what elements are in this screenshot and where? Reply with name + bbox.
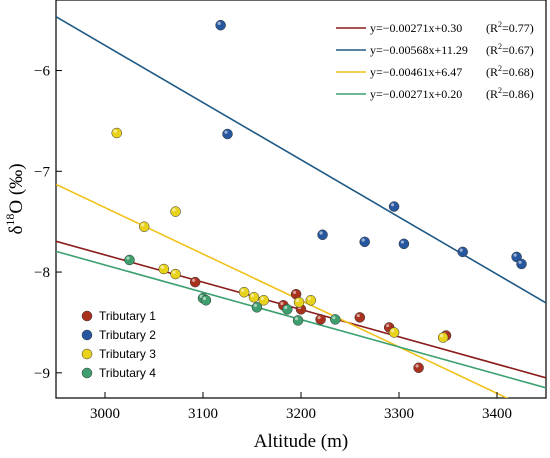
data-point-highlight bbox=[332, 316, 336, 320]
x-tick-label: 3000 bbox=[90, 406, 120, 422]
data-point-highlight bbox=[356, 313, 360, 318]
data-point-highlight bbox=[172, 270, 176, 274]
data-point-highlight bbox=[307, 296, 311, 301]
data-point-highlight bbox=[400, 240, 404, 244]
x-axis-title: Altitude (m) bbox=[254, 431, 348, 452]
fit-legend-label: y=−0.00271x+0.20 bbox=[370, 87, 462, 101]
data-point bbox=[354, 312, 366, 323]
data-point-highlight bbox=[391, 329, 395, 333]
data-point bbox=[457, 246, 468, 258]
y-tick-label: −7 bbox=[34, 164, 50, 180]
data-point bbox=[170, 268, 181, 280]
y-axis-title: δ18O (‰) bbox=[3, 163, 27, 234]
data-point-highlight bbox=[386, 324, 390, 328]
data-point-highlight bbox=[294, 317, 299, 321]
data-point-highlight bbox=[459, 248, 463, 252]
data-point bbox=[138, 221, 150, 232]
data-point bbox=[315, 314, 326, 325]
series-legend-marker bbox=[81, 329, 93, 341]
plot-area bbox=[55, 0, 547, 399]
x-tick-label: 3100 bbox=[188, 406, 218, 422]
data-point bbox=[330, 314, 341, 325]
x-tick-label: 3300 bbox=[384, 406, 414, 422]
data-point-highlight bbox=[260, 296, 264, 301]
y-tick-label: −6 bbox=[34, 64, 50, 80]
y-tick-label: −9 bbox=[34, 366, 50, 382]
data-point-highlight bbox=[293, 290, 297, 295]
data-point bbox=[282, 304, 293, 315]
data-point-highlight bbox=[440, 334, 444, 338]
data-point-highlight bbox=[513, 253, 517, 257]
fit-legend-r2: (R2=0.86) bbox=[486, 86, 534, 101]
series-legend-marker bbox=[81, 348, 93, 360]
data-point-highlight bbox=[126, 256, 130, 260]
y-axis-title-sup: 18 bbox=[3, 214, 17, 226]
data-point-highlight bbox=[202, 296, 207, 301]
series-legend-marker bbox=[81, 367, 93, 379]
data-point bbox=[222, 128, 233, 140]
data-point-highlight bbox=[217, 21, 221, 25]
data-point bbox=[388, 327, 400, 338]
data-point bbox=[189, 276, 201, 288]
data-point-highlight bbox=[141, 223, 145, 227]
data-point-highlight bbox=[253, 303, 257, 308]
y-axis-title-delta: δ bbox=[6, 226, 27, 235]
y-axis-title-rest: O (‰) bbox=[6, 163, 27, 213]
data-point bbox=[215, 19, 226, 31]
fit-legend-r2: (R2=0.68) bbox=[486, 64, 534, 79]
data-points bbox=[111, 19, 527, 374]
data-point-highlight bbox=[250, 293, 255, 298]
data-point-highlight bbox=[192, 278, 196, 282]
data-point-highlight bbox=[113, 129, 117, 133]
fit-legend-label: y=−0.00461x+6.47 bbox=[370, 65, 462, 79]
data-point-highlight bbox=[160, 265, 164, 269]
series-legend-marker bbox=[81, 310, 93, 322]
fit-legend: y=−0.00271x+0.30 (R2=0.77) y=−0.00568x+11.… bbox=[336, 20, 534, 101]
data-point bbox=[124, 254, 135, 266]
series-legend-label: Tributary 1 bbox=[99, 309, 156, 323]
data-point bbox=[317, 229, 328, 241]
data-point bbox=[388, 201, 400, 212]
data-point-highlight bbox=[391, 203, 395, 207]
data-point-highlight bbox=[172, 208, 176, 212]
fit-legend-r2: (R2=0.77) bbox=[486, 20, 534, 35]
data-point-highlight bbox=[317, 316, 321, 320]
data-point-highlight bbox=[280, 301, 284, 306]
data-point bbox=[359, 236, 370, 248]
data-point bbox=[200, 295, 212, 306]
fit-legend-label: y=−0.00568x+11.29 bbox=[370, 43, 468, 57]
data-point-highlight bbox=[415, 364, 419, 368]
series-legend-label: Tributary 4 bbox=[99, 366, 156, 380]
x-tick-label: 3200 bbox=[286, 406, 316, 422]
fit-legend-r2: (R2=0.67) bbox=[486, 42, 534, 57]
data-point bbox=[413, 362, 424, 374]
data-point bbox=[292, 315, 304, 326]
series-legend-label: Tributary 2 bbox=[99, 328, 156, 342]
data-point-highlight bbox=[518, 260, 522, 264]
data-point-highlight bbox=[319, 231, 323, 235]
data-point-highlight bbox=[295, 298, 300, 303]
series-legend: Tributary 1 Tributary 2 Tributary 3 Tributa… bbox=[81, 309, 156, 380]
data-point bbox=[111, 127, 123, 139]
data-point-highlight bbox=[241, 288, 245, 293]
data-point-highlight bbox=[284, 305, 288, 310]
data-point-highlight bbox=[361, 238, 365, 242]
fit-legend-label: y=−0.00271x+0.30 bbox=[370, 21, 462, 35]
data-point bbox=[305, 295, 317, 306]
axis-ticks: 3000 3100 3200 3300 3400 −6 −7 −8 −9 bbox=[34, 64, 512, 422]
data-point bbox=[170, 206, 181, 217]
x-tick-label: 3400 bbox=[482, 406, 512, 422]
data-point bbox=[437, 332, 449, 343]
data-point bbox=[238, 286, 250, 298]
data-point bbox=[158, 263, 170, 275]
data-point bbox=[398, 238, 410, 250]
data-point-highlight bbox=[224, 130, 228, 134]
y-tick-label: −8 bbox=[34, 265, 50, 281]
data-point bbox=[293, 297, 305, 308]
series-legend-label: Tributary 3 bbox=[99, 347, 156, 361]
data-point bbox=[516, 258, 527, 270]
data-point bbox=[248, 291, 260, 303]
data-point bbox=[251, 302, 263, 313]
